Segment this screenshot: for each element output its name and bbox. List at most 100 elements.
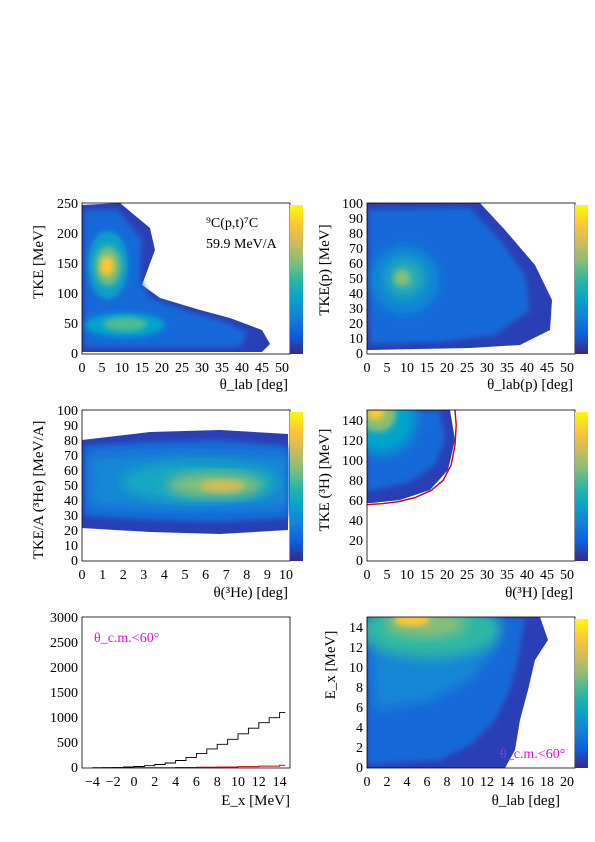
- b-ytick-20: 20: [349, 317, 363, 332]
- panel-f: 0 2 4 6 8 10 12 14 0 2 4 6 8 10 12 14 16…: [323, 616, 588, 809]
- d-ytick-80: 80: [349, 474, 363, 489]
- d-xtick-0: 0: [364, 568, 371, 583]
- f-xtick-16: 16: [520, 775, 534, 790]
- f-xlabel: θ_lab [deg]: [492, 793, 560, 809]
- panel-b-colorbar: [575, 205, 588, 354]
- c-ytick-100: 100: [57, 404, 78, 419]
- e-ytick-1500: 1500: [50, 686, 78, 701]
- e-ytick-0: 0: [71, 761, 78, 776]
- d-xtick-25: 25: [460, 568, 474, 583]
- b-xtick-40: 40: [520, 361, 534, 376]
- b-xtick-25: 25: [460, 361, 474, 376]
- b-ytick-60: 60: [349, 257, 363, 272]
- b-xtick-30: 30: [480, 361, 494, 376]
- f-xtick-10: 10: [460, 775, 474, 790]
- panel-e: 0 500 1000 1500 2000 2500 3000 −4 −2 0 2…: [50, 611, 291, 809]
- b-ytick-90: 90: [349, 212, 363, 227]
- panel-a-heatmap: [82, 203, 270, 352]
- panel-f-colorbar: [575, 619, 588, 768]
- panel-e-plot: [92, 712, 286, 768]
- f-ytick-6: 6: [356, 701, 363, 716]
- panel-e-frame: [81, 616, 291, 769]
- f-xtick-8: 8: [444, 775, 451, 790]
- c-xtick-6: 6: [202, 568, 209, 583]
- panel-b-yticks: 0 10 20 30 40 50 60 70 80 90 100: [342, 197, 363, 362]
- a-xtick-35: 35: [215, 361, 229, 376]
- panel-f-yticks: 0 2 4 6 8 10 12 14: [349, 621, 363, 776]
- panel-b-heatmap: [367, 203, 552, 350]
- a-ylabel: TKE [MeV]: [31, 225, 47, 299]
- d-ytick-100: 100: [342, 454, 363, 469]
- b-xtick-35: 35: [500, 361, 514, 376]
- c-ytick-10: 10: [64, 539, 78, 554]
- d-xtick-30: 30: [480, 568, 494, 583]
- panel-f-xticks: 0 2 4 6 8 10 12 14 16 18 20: [364, 775, 575, 790]
- b-ytick-0: 0: [356, 347, 363, 362]
- e-ytick-2500: 2500: [50, 636, 78, 651]
- panel-b: 0 10 20 30 40 50 60 70 80 90 100 0 5 10 …: [317, 197, 588, 393]
- f-ytick-0: 0: [356, 761, 363, 776]
- b-ylabel: TKE(p) [MeV]: [317, 224, 333, 315]
- c-xtick-7: 7: [223, 568, 230, 583]
- d-ytick-0: 0: [356, 554, 363, 569]
- panel-e-xticks: −4 −2 0 2 4 6 8 10 12 14: [85, 775, 287, 790]
- c-ytick-70: 70: [64, 449, 78, 464]
- c-xtick-4: 4: [161, 568, 168, 583]
- d-ytick-20: 20: [349, 534, 363, 549]
- panel-e-yticks: 0 500 1000 1500 2000 2500 3000: [50, 611, 78, 776]
- e-ytick-1000: 1000: [50, 711, 78, 726]
- a-xtick-40: 40: [235, 361, 249, 376]
- panel-a-xticks: 0 5 10 15 20 25 30 35 40 45 50: [79, 361, 290, 376]
- a-ytick-200: 200: [57, 227, 78, 242]
- a-xtick-15: 15: [135, 361, 149, 376]
- e-xtick-12: 12: [252, 775, 266, 790]
- e-xtick-4: 4: [172, 775, 179, 790]
- c-xtick-8: 8: [243, 568, 250, 583]
- c-xtick-9: 9: [264, 568, 271, 583]
- f-xtick-12: 12: [480, 775, 494, 790]
- b-ytick-100: 100: [342, 197, 363, 212]
- panel-a-colorbar: [290, 205, 303, 354]
- d-xtick-15: 15: [420, 568, 434, 583]
- c-xlabel: θ(³He) [deg]: [213, 585, 288, 601]
- b-xtick-50: 50: [560, 361, 574, 376]
- b-xtick-15: 15: [420, 361, 434, 376]
- f-xtick-2: 2: [384, 775, 391, 790]
- f-ytick-12: 12: [349, 641, 363, 656]
- e-ytick-3000: 3000: [50, 611, 78, 626]
- c-xtick-3: 3: [140, 568, 147, 583]
- panel-e-series-black: [92, 712, 286, 768]
- b-xtick-20: 20: [440, 361, 454, 376]
- d-xtick-40: 40: [520, 568, 534, 583]
- a-xtick-5: 5: [99, 361, 106, 376]
- a-ytick-0: 0: [71, 347, 78, 362]
- d-ylabel: TKE (³H) [MeV]: [317, 429, 333, 532]
- e-annotation: θ_c.m.<60°: [94, 631, 159, 646]
- e-xtick-8: 8: [214, 775, 221, 790]
- f-ytick-14: 14: [349, 621, 363, 636]
- panel-a: 0 50 100 150 200 250 0 5 10 15 20 25 30 …: [31, 197, 303, 393]
- e-xtick-m2: −2: [106, 775, 121, 790]
- a-xtick-25: 25: [175, 361, 189, 376]
- a-xlabel: θ_lab [deg]: [220, 377, 288, 393]
- f-xtick-18: 18: [540, 775, 554, 790]
- d-ytick-120: 120: [342, 434, 363, 449]
- b-xtick-10: 10: [400, 361, 414, 376]
- d-xtick-20: 20: [440, 568, 454, 583]
- b-ytick-30: 30: [349, 302, 363, 317]
- panel-a-yticks: 0 50 100 150 200 250: [57, 197, 78, 362]
- panel-b-xticks: 0 5 10 15 20 25 30 35 40 45 50: [364, 361, 575, 376]
- panel-d: 0 20 40 60 80 100 120 140 0 5 10 15 20 2…: [317, 409, 588, 601]
- e-xtick-2: 2: [151, 775, 158, 790]
- b-ytick-70: 70: [349, 242, 363, 257]
- f-xtick-0: 0: [364, 775, 371, 790]
- f-ytick-10: 10: [349, 661, 363, 676]
- panel-c-xticks: 0 1 2 3 4 5 6 7 8 9 10: [79, 568, 294, 583]
- panel-c-heatmap: [82, 430, 288, 534]
- d-xtick-50: 50: [560, 568, 574, 583]
- c-xtick-2: 2: [120, 568, 127, 583]
- d-xtick-35: 35: [500, 568, 514, 583]
- a-xtick-30: 30: [195, 361, 209, 376]
- a-xtick-20: 20: [155, 361, 169, 376]
